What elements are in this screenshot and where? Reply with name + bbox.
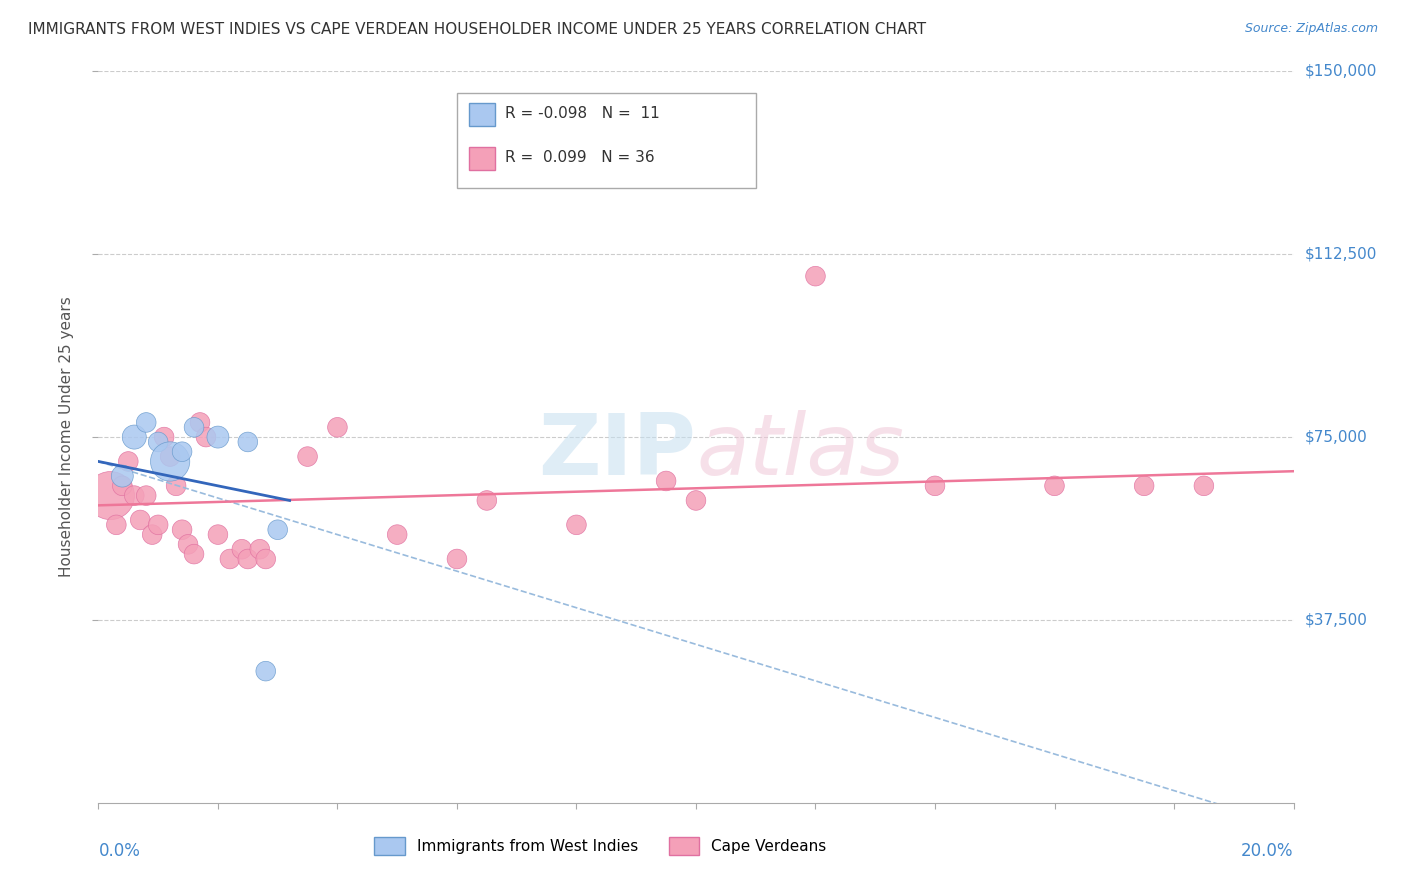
Point: [153, 430, 176, 444]
Text: $150,000: $150,000: [1305, 64, 1376, 78]
Point: [135, 489, 157, 503]
Point: [207, 527, 229, 541]
FancyBboxPatch shape: [470, 146, 495, 170]
Point: [1192, 479, 1215, 493]
Point: [159, 454, 181, 468]
Text: 0.0%: 0.0%: [98, 842, 141, 860]
Text: Source: ZipAtlas.com: Source: ZipAtlas.com: [1244, 22, 1378, 36]
Point: [111, 479, 134, 493]
FancyBboxPatch shape: [457, 94, 756, 188]
Text: $112,500: $112,500: [1305, 247, 1376, 261]
Point: [249, 542, 271, 557]
Point: [105, 517, 128, 532]
Point: [385, 527, 409, 541]
Point: [141, 527, 163, 541]
Y-axis label: Householder Income Under 25 years: Householder Income Under 25 years: [59, 297, 75, 577]
Point: [475, 493, 498, 508]
Point: [111, 469, 134, 483]
Point: [254, 664, 277, 678]
Point: [219, 552, 242, 566]
Point: [188, 416, 211, 430]
Text: atlas: atlas: [696, 410, 904, 493]
Text: ZIP: ZIP: [538, 410, 696, 493]
Point: [124, 430, 146, 444]
Point: [124, 489, 146, 503]
Point: [148, 517, 170, 532]
Point: [1043, 479, 1066, 493]
Point: [148, 434, 170, 449]
Point: [117, 454, 139, 468]
Point: [326, 420, 349, 434]
Point: [685, 493, 707, 508]
Point: [924, 479, 946, 493]
Text: 20.0%: 20.0%: [1241, 842, 1294, 860]
Point: [236, 552, 259, 566]
Point: [183, 547, 205, 561]
Text: IMMIGRANTS FROM WEST INDIES VS CAPE VERDEAN HOUSEHOLDER INCOME UNDER 25 YEARS CO: IMMIGRANTS FROM WEST INDIES VS CAPE VERD…: [28, 22, 927, 37]
Text: $37,500: $37,500: [1305, 613, 1368, 627]
Point: [172, 444, 194, 458]
Point: [207, 430, 229, 444]
Point: [129, 513, 152, 527]
Point: [183, 420, 205, 434]
Point: [159, 450, 181, 464]
Point: [655, 474, 678, 488]
Point: [236, 434, 259, 449]
Text: R = -0.098   N =  11: R = -0.098 N = 11: [505, 106, 659, 121]
Text: R =  0.099   N = 36: R = 0.099 N = 36: [505, 150, 654, 165]
Point: [804, 269, 827, 284]
Point: [446, 552, 468, 566]
Point: [1133, 479, 1156, 493]
Point: [254, 552, 277, 566]
Point: [165, 479, 187, 493]
Legend: Immigrants from West Indies, Cape Verdeans: Immigrants from West Indies, Cape Verdea…: [368, 831, 832, 861]
Point: [231, 542, 253, 557]
Point: [177, 537, 200, 551]
Point: [135, 416, 157, 430]
Point: [565, 517, 588, 532]
Point: [98, 489, 122, 503]
Point: [267, 523, 290, 537]
FancyBboxPatch shape: [470, 103, 495, 127]
Point: [195, 430, 218, 444]
Point: [172, 523, 194, 537]
Text: $75,000: $75,000: [1305, 430, 1368, 444]
Point: [297, 450, 319, 464]
